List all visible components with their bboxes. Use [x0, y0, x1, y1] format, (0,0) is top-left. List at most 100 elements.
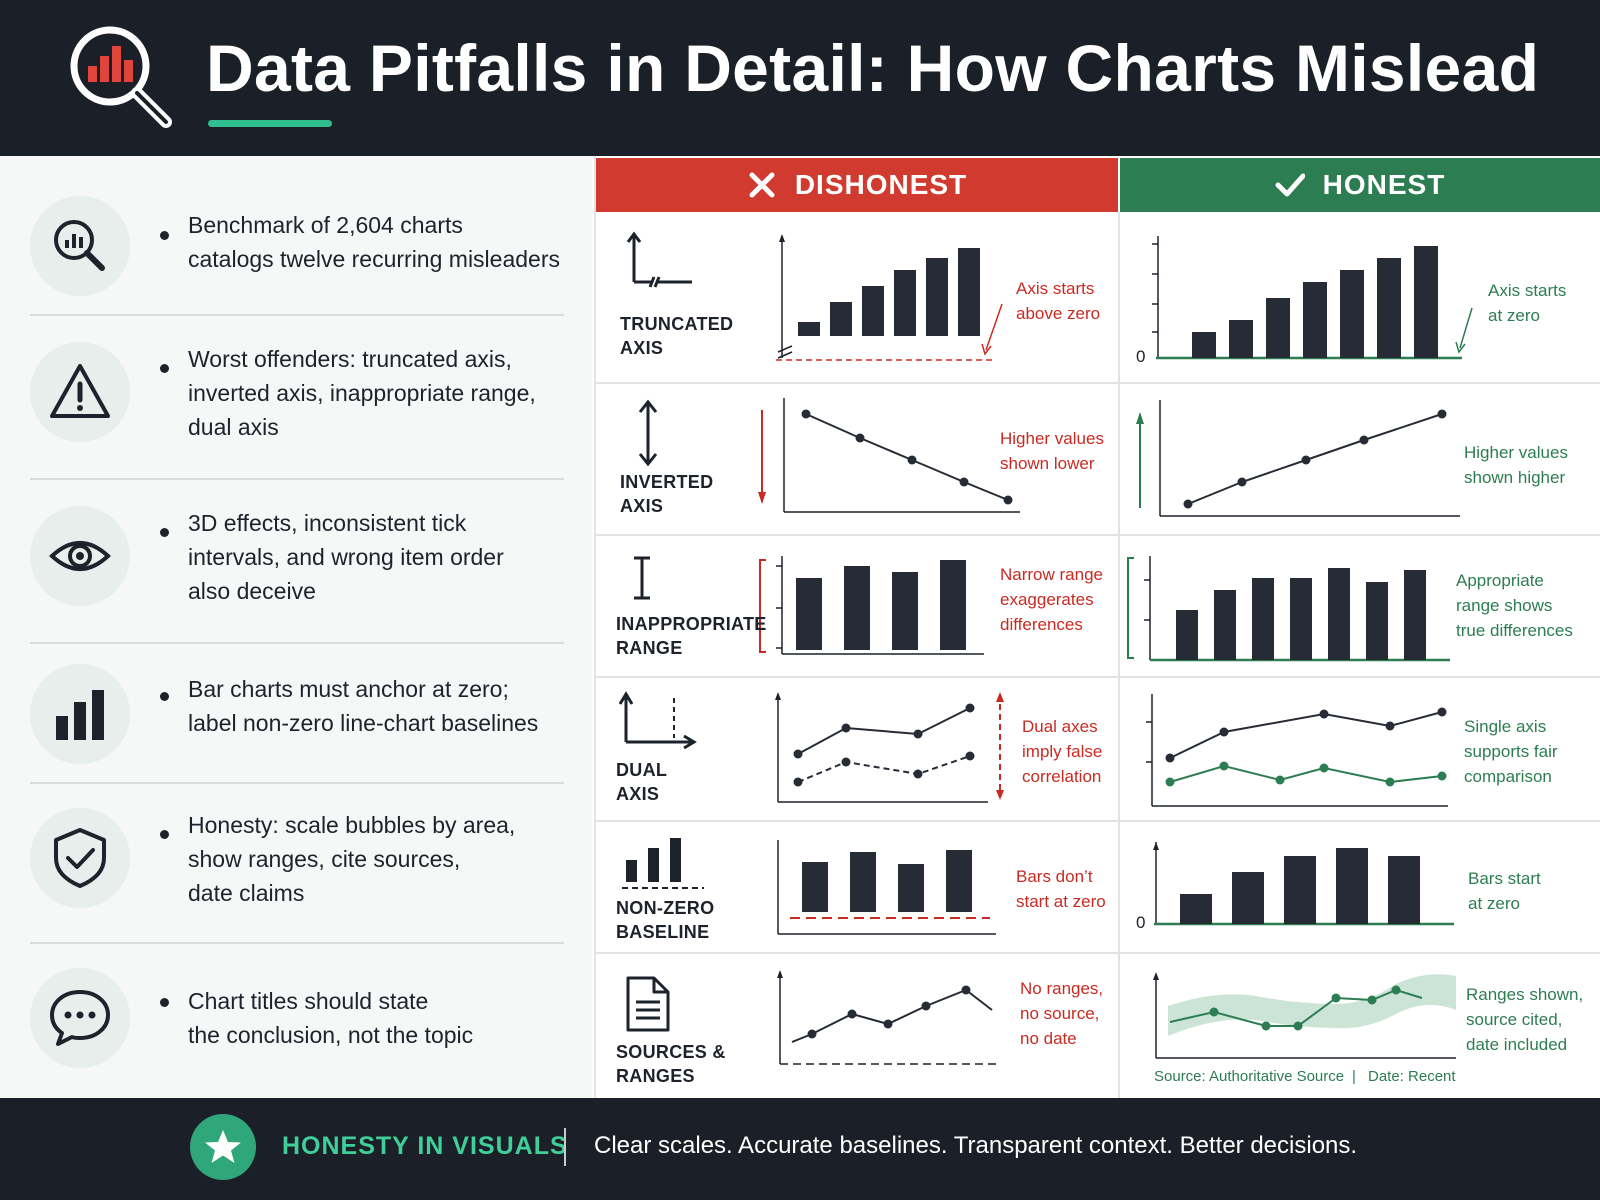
document-icon — [626, 976, 670, 1032]
non-zero-baseline-icon — [622, 838, 704, 889]
bar — [1192, 332, 1216, 358]
dishonest-sources-chart — [777, 970, 1000, 1065]
honest-note: Ranges shown, source cited, date include… — [1466, 985, 1584, 1054]
bar — [798, 322, 820, 336]
bar — [894, 270, 916, 336]
chat-bubble-icon — [30, 968, 130, 1068]
bar — [1176, 610, 1198, 660]
point — [1183, 499, 1193, 509]
point — [841, 723, 851, 733]
footer-separator — [564, 1128, 566, 1166]
range-icon — [634, 556, 650, 600]
point — [855, 433, 865, 443]
point — [801, 409, 811, 419]
dishonest-label: DISHONEST — [794, 169, 968, 200]
dishonest-dual-chart — [775, 692, 1004, 803]
bar — [1214, 590, 1236, 660]
row-non-zero-baseline: NON-ZERO BASELINE Bars don’t start at ze… — [596, 822, 1600, 954]
honest-inverted-chart — [1136, 400, 1460, 517]
pitfall-label: INVERTED AXIS — [620, 472, 714, 516]
bar — [850, 852, 876, 912]
dishonest-baseline-chart — [777, 840, 996, 935]
honest-label: HONEST — [1322, 169, 1446, 200]
key-points-panel: Benchmark of 2,604 charts catalogs twelv… — [0, 156, 592, 1098]
point — [1437, 707, 1447, 717]
star-icon — [190, 1114, 256, 1180]
bullet — [160, 231, 169, 240]
bar — [958, 248, 980, 336]
point — [1385, 777, 1395, 787]
dishonest-note: Axis starts above zero — [1016, 279, 1101, 323]
row-graphics — [626, 970, 1456, 1065]
row-graphics — [638, 398, 1460, 517]
footer-message: Clear scales. Accurate baselines. Transp… — [594, 1132, 1358, 1159]
divider — [30, 642, 564, 644]
bar — [1377, 258, 1401, 358]
divider — [30, 942, 564, 944]
row-sources-ranges: SOURCES & RANGES No ranges, no source, n… — [596, 954, 1600, 1098]
point — [1437, 771, 1447, 781]
bar — [1388, 856, 1420, 924]
bar — [830, 302, 852, 336]
dishonest-note: Narrow range exaggerates differences — [1000, 565, 1103, 634]
honest-sources-chart — [1153, 972, 1456, 1059]
point — [1331, 993, 1341, 1003]
bullet — [160, 830, 169, 839]
bar — [926, 258, 948, 336]
point — [921, 1001, 931, 1011]
point — [913, 769, 923, 779]
zero-label: 0 — [1136, 347, 1146, 366]
source-separator: | — [1352, 1068, 1356, 1085]
point — [907, 455, 917, 465]
pitfall-label: SOURCES & RANGES — [616, 1042, 726, 1086]
dishonest-range-chart — [759, 556, 984, 655]
bar — [1303, 282, 1327, 358]
pitfall-label: DUAL AXIS — [616, 760, 668, 804]
dishonest-note: Bars don’t start at zero — [1016, 867, 1106, 911]
point — [961, 985, 971, 995]
range-band — [1168, 974, 1456, 1036]
truncated-axis-icon — [626, 231, 692, 288]
bar — [892, 572, 918, 650]
point — [1359, 435, 1369, 445]
bar — [1336, 848, 1368, 924]
x-icon — [749, 172, 775, 198]
point — [1385, 721, 1395, 731]
bar — [1229, 320, 1253, 358]
bar — [862, 286, 884, 336]
point — [1165, 753, 1175, 763]
title-underline — [208, 120, 332, 127]
divider — [30, 478, 564, 480]
divider — [30, 314, 564, 316]
point — [1293, 1021, 1303, 1031]
point — [913, 729, 923, 739]
pitfall-label: INAPPROPRIATE RANGE — [616, 614, 767, 658]
row-graphics — [618, 691, 1448, 807]
magnifier-bar-chart-icon — [70, 26, 172, 128]
point — [1237, 477, 1247, 487]
honest-column-header: HONEST — [1120, 158, 1600, 212]
pitfall-label: TRUNCATED AXIS — [620, 314, 734, 358]
eye-icon — [30, 506, 130, 606]
warning-icon — [30, 342, 130, 442]
point — [883, 1019, 893, 1029]
point — [1209, 1007, 1219, 1017]
row-truncated-axis: TRUNCATED AXIS Axis starts above zero Ax… — [596, 212, 1600, 384]
key-point-text: Benchmark of 2,604 charts catalogs twelv… — [188, 212, 560, 272]
honest-truncated-chart — [1152, 236, 1473, 360]
key-point-text: Honesty: scale bubbles by area, show ran… — [188, 812, 516, 906]
point — [1319, 763, 1329, 773]
dishonest-inverted-chart — [758, 398, 1020, 513]
honest-note: Bars start at zero — [1468, 869, 1541, 913]
bullet — [160, 528, 169, 537]
inverted-axis-icon — [638, 399, 658, 467]
row-divider-vertical — [1118, 212, 1120, 1098]
honest-note: Appropriate range shows true differences — [1456, 571, 1573, 640]
bar — [1252, 578, 1274, 660]
zero-label: 0 — [1136, 913, 1146, 932]
bar — [1340, 270, 1364, 358]
point — [793, 777, 803, 787]
point — [1391, 985, 1401, 995]
point — [1437, 409, 1447, 419]
row-graphics — [626, 231, 1473, 361]
